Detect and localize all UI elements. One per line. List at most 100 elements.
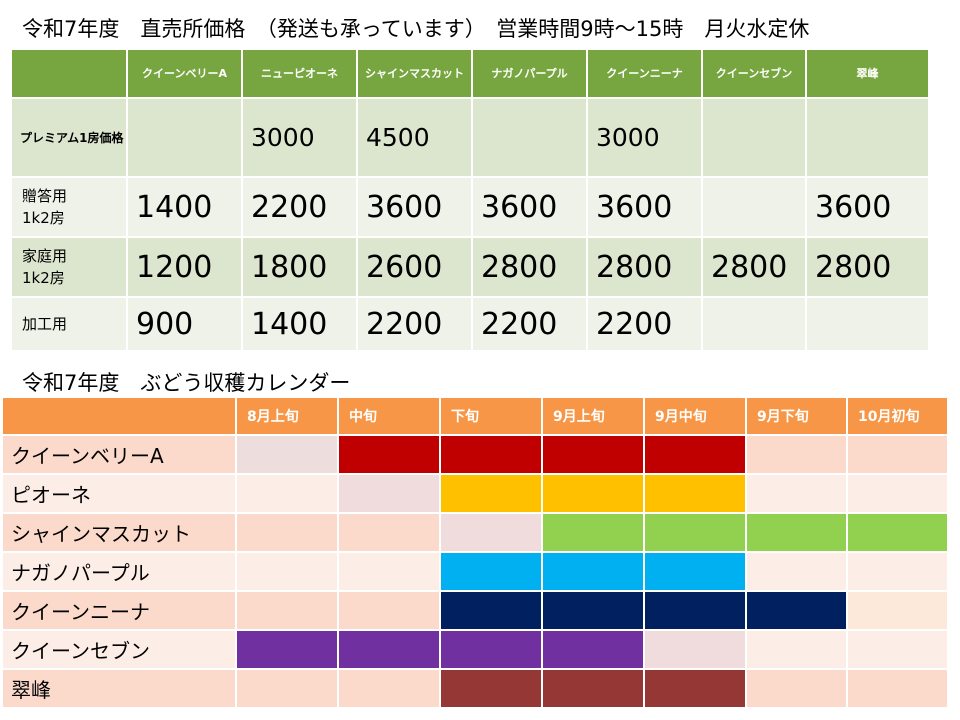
harvest-period-cell <box>645 475 747 514</box>
price-cell: 3000 <box>243 99 358 178</box>
harvest-period-cell <box>645 436 747 475</box>
price-row-gift: 贈答用 1k2房 1400 2200 3600 3600 3600 3600 <box>12 178 930 238</box>
price-header-row: クイーンベリーA ニューピオーネ シャインマスカット ナガノパープル クイーンニ… <box>12 50 930 99</box>
calendar-header-cell: 10月初旬 <box>848 398 949 436</box>
calendar-row: クイーンニーナ <box>3 592 949 631</box>
calendar-cell <box>237 592 339 631</box>
calendar-cell <box>339 670 441 709</box>
harvest-period-cell <box>441 475 543 514</box>
price-cell: 2200 <box>473 298 588 352</box>
price-table: クイーンベリーA ニューピオーネ シャインマスカット ナガノパープル クイーンニ… <box>12 50 930 352</box>
row-label: プレミアム1房価格 <box>12 99 128 178</box>
price-cell <box>703 99 807 178</box>
calendar-cell <box>848 475 949 514</box>
harvest-period-cell <box>645 514 747 553</box>
harvest-period-cell <box>543 631 645 670</box>
harvest-period-cell <box>848 592 949 631</box>
harvest-period-cell <box>339 475 441 514</box>
variety-name: ナガノパープル <box>3 553 237 592</box>
harvest-period-cell <box>747 514 848 553</box>
calendar-header-cell: 9月下旬 <box>747 398 848 436</box>
price-header-cell: ナガノパープル <box>473 50 588 99</box>
harvest-period-cell <box>848 514 949 553</box>
harvest-period-cell <box>441 592 543 631</box>
price-header-cell <box>12 50 128 99</box>
price-cell: 1800 <box>243 238 358 298</box>
calendar-cell <box>237 514 339 553</box>
calendar-header-row: 8月上旬 中旬 下旬 9月上旬 9月中旬 9月下旬 10月初旬 <box>3 398 949 436</box>
price-cell: 2200 <box>243 178 358 238</box>
harvest-period-cell <box>543 553 645 592</box>
calendar-row: 翠峰 <box>3 670 949 709</box>
price-cell: 4500 <box>358 99 473 178</box>
price-cell: 3600 <box>473 178 588 238</box>
price-cell: 2800 <box>473 238 588 298</box>
harvest-calendar: 8月上旬 中旬 下旬 9月上旬 9月中旬 9月下旬 10月初旬 クイーンベリーA… <box>3 398 949 709</box>
calendar-title: 令和7年度 ぶどう収穫カレンダー <box>22 371 351 395</box>
calendar-header-cell <box>3 398 237 436</box>
variety-name: クイーンニーナ <box>3 592 237 631</box>
harvest-period-cell <box>441 514 543 553</box>
calendar-row: クイーンベリーA <box>3 436 949 475</box>
price-header-cell: 翠峰 <box>807 50 930 99</box>
price-header-cell: クイーンニーナ <box>588 50 703 99</box>
price-header-cell: ニューピオーネ <box>243 50 358 99</box>
calendar-cell <box>747 631 848 670</box>
price-cell: 2800 <box>703 238 807 298</box>
harvest-period-cell <box>441 670 543 709</box>
harvest-period-cell <box>543 670 645 709</box>
price-row-processing: 加工用 900 1400 2200 2200 2200 <box>12 298 930 352</box>
row-label: 贈答用 1k2房 <box>12 178 128 238</box>
price-cell: 3000 <box>588 99 703 178</box>
price-cell: 1200 <box>128 238 243 298</box>
price-row-premium: プレミアム1房価格 3000 4500 3000 <box>12 99 930 178</box>
price-cell: 3600 <box>358 178 473 238</box>
calendar-cell <box>237 475 339 514</box>
harvest-period-cell <box>543 475 645 514</box>
price-header-cell: シャインマスカット <box>358 50 473 99</box>
row-label: 家庭用 1k2房 <box>12 238 128 298</box>
price-cell: 3600 <box>807 178 930 238</box>
variety-name: シャインマスカット <box>3 514 237 553</box>
harvest-period-cell <box>645 592 747 631</box>
harvest-period-cell <box>543 514 645 553</box>
page-title: 令和7年度 直売所価格 （発送も承っています） 営業時間9時～15時 月火水定休 <box>22 17 810 41</box>
price-cell: 1400 <box>243 298 358 352</box>
calendar-cell <box>848 631 949 670</box>
price-cell: 2200 <box>358 298 473 352</box>
harvest-period-cell <box>237 436 339 475</box>
price-cell: 1400 <box>128 178 243 238</box>
harvest-period-cell <box>645 631 747 670</box>
calendar-cell <box>339 553 441 592</box>
calendar-row: シャインマスカット <box>3 514 949 553</box>
calendar-cell <box>747 436 848 475</box>
harvest-period-cell <box>441 436 543 475</box>
harvest-period-cell <box>543 592 645 631</box>
calendar-header-cell: 中旬 <box>339 398 441 436</box>
harvest-period-cell <box>645 553 747 592</box>
harvest-period-cell <box>543 436 645 475</box>
variety-name: クイーンベリーA <box>3 436 237 475</box>
harvest-period-cell <box>441 631 543 670</box>
price-cell <box>807 99 930 178</box>
calendar-row: クイーンセブン <box>3 631 949 670</box>
calendar-header-cell: 下旬 <box>441 398 543 436</box>
price-cell <box>473 99 588 178</box>
price-cell <box>703 298 807 352</box>
price-cell: 2200 <box>588 298 703 352</box>
calendar-cell <box>237 553 339 592</box>
calendar-cell <box>747 475 848 514</box>
calendar-row: ナガノパープル <box>3 553 949 592</box>
harvest-period-cell <box>645 670 747 709</box>
calendar-cell <box>747 670 848 709</box>
calendar-header-cell: 9月中旬 <box>645 398 747 436</box>
price-cell: 2600 <box>358 238 473 298</box>
price-cell <box>807 298 930 352</box>
calendar-cell <box>747 553 848 592</box>
price-cell <box>703 178 807 238</box>
calendar-cell <box>848 553 949 592</box>
row-label: 加工用 <box>12 298 128 352</box>
calendar-header-cell: 9月上旬 <box>543 398 645 436</box>
variety-name: 翠峰 <box>3 670 237 709</box>
variety-name: ピオーネ <box>3 475 237 514</box>
